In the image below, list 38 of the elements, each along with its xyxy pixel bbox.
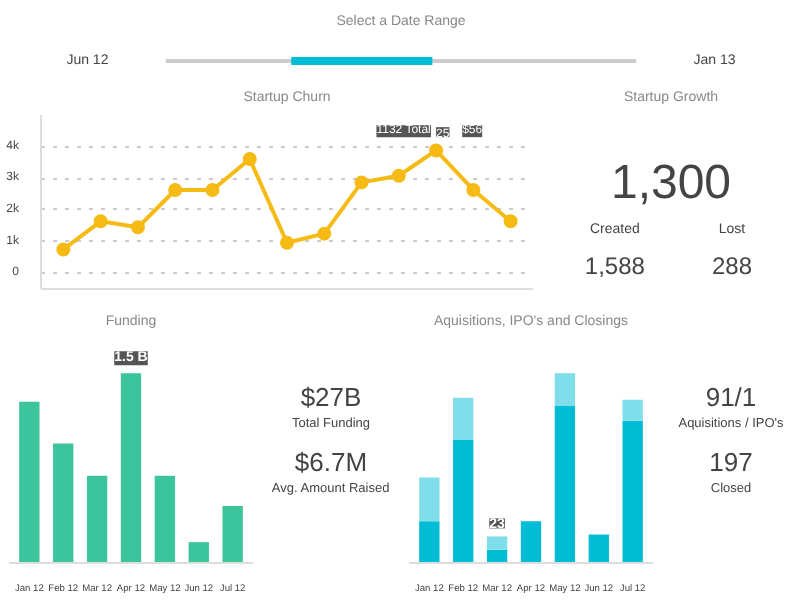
point [56, 242, 71, 257]
text: $6.7M [294, 447, 368, 478]
text: 197 [709, 447, 753, 478]
text: 1,300 [610, 156, 732, 211]
point [130, 220, 145, 235]
bar [86, 475, 108, 563]
point [93, 214, 108, 229]
point [280, 235, 294, 250]
point [168, 182, 183, 197]
text: 1,588 [584, 251, 646, 280]
bar [554, 405, 576, 563]
point [242, 151, 257, 166]
bar [222, 506, 243, 563]
point [429, 143, 444, 158]
point [391, 168, 406, 183]
bar [19, 401, 40, 563]
bar [520, 521, 542, 563]
text: 91/1 [705, 382, 757, 413]
point [317, 226, 332, 241]
text: 288 [711, 251, 753, 280]
bar [120, 373, 142, 563]
point [466, 182, 481, 197]
bar [622, 399, 643, 421]
bar [419, 477, 440, 522]
bar [453, 439, 474, 563]
point [354, 175, 369, 190]
bar [453, 397, 474, 440]
bar [554, 373, 576, 406]
point [503, 214, 518, 229]
bar [419, 521, 440, 563]
bar [154, 475, 176, 563]
point [205, 182, 220, 197]
bar [486, 536, 508, 550]
bar [53, 443, 74, 563]
bar [188, 542, 209, 563]
bar [588, 534, 609, 563]
bar [622, 420, 643, 563]
text: $27B [300, 382, 362, 413]
